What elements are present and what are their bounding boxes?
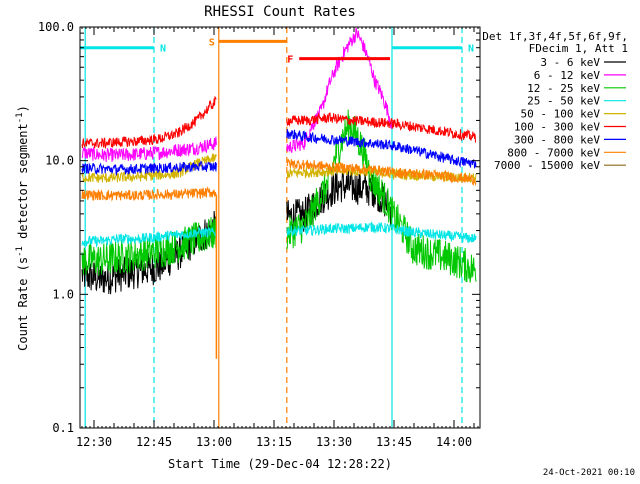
annotation-label-1: N [160, 44, 166, 55]
event-boundary-lines [84, 27, 463, 428]
x-tick-label-7: 14:00 [436, 435, 472, 449]
x-tick-label-4: 13:15 [256, 435, 292, 449]
y-tick-label-2: 1.0 [52, 287, 74, 301]
x-tick-label-2: 12:45 [136, 435, 172, 449]
footer-date: 24-Oct-2021 00:10 [543, 468, 635, 478]
y-tick-label-1: 0.1 [52, 421, 74, 435]
legend-label-1: 3 - 6 keV [540, 56, 600, 69]
series-line-3-seg-1 [81, 217, 217, 276]
y-tick-label-3: 10.0 [45, 154, 74, 168]
legend-label-4: 25 - 50 keV [527, 95, 600, 108]
annotation-label-2: N [468, 44, 474, 55]
x-axis-label: Start Time (29-Dec-04 12:28:22) [168, 457, 392, 471]
legend-label-2: 6 - 12 keV [534, 69, 601, 82]
legend-label-9: 7000 - 15000 keV [494, 159, 600, 172]
x-tick-label-5: 13:30 [316, 435, 352, 449]
legend-header-line-2: FDecim 1, Att 1 [529, 42, 628, 55]
legend-label-3: 12 - 25 keV [527, 82, 600, 95]
series-line-4-seg-1 [81, 227, 217, 248]
x-tick-label-1: 12:30 [76, 435, 112, 449]
chart-title: RHESSI Count Rates [204, 4, 356, 20]
legend-label-8: 800 - 7000 keV [507, 146, 600, 159]
y-tick-label-4: 100.0 [38, 20, 74, 34]
plot-frame [79, 26, 481, 429]
series-line-4-seg-2 [286, 221, 477, 244]
x-tick-label-6: 13:45 [376, 435, 412, 449]
series-line-7-seg-2 [286, 129, 477, 169]
series-line-8-seg-2 [286, 158, 477, 187]
x-axis-ticks: 12:30 12:45 13:00 13:15 13:30 13:45 14:00 [76, 27, 479, 449]
y-axis-ticks: 0.1 1.0 10.0 100.0 [38, 20, 480, 435]
legend-label-7: 300 - 800 keV [514, 133, 600, 146]
legend-header-line-1: Det 1f,3f,4f,5f,6f,9f, [482, 30, 628, 43]
x-tick-label-3: 13:00 [196, 435, 232, 449]
series-line-5-seg-1 [81, 153, 217, 183]
legend-label-5: 50 - 100 keV [521, 108, 601, 121]
series-line-2-seg-1 [81, 136, 217, 163]
legend-label-6: 100 - 300 keV [514, 121, 600, 134]
y-axis-label: Count Rate (s-1 detector segment-1) [15, 105, 30, 351]
series-line-1-seg-1 [81, 210, 217, 295]
series-line-6-seg-2 [286, 112, 476, 143]
annotation-label-3: S [209, 37, 215, 48]
series-line-8-seg-1 [81, 186, 217, 202]
series-line-5-seg-2 [286, 165, 477, 183]
interval-annotations: N N S F [80, 37, 474, 66]
series-lines [81, 27, 477, 359]
series-line-7-seg-1 [81, 160, 217, 176]
annotation-label-4: F [287, 55, 293, 66]
series-line-3-seg-2 [286, 109, 477, 283]
series-line-6-seg-1 [81, 95, 217, 150]
series-line-2-seg-2 [286, 27, 393, 153]
